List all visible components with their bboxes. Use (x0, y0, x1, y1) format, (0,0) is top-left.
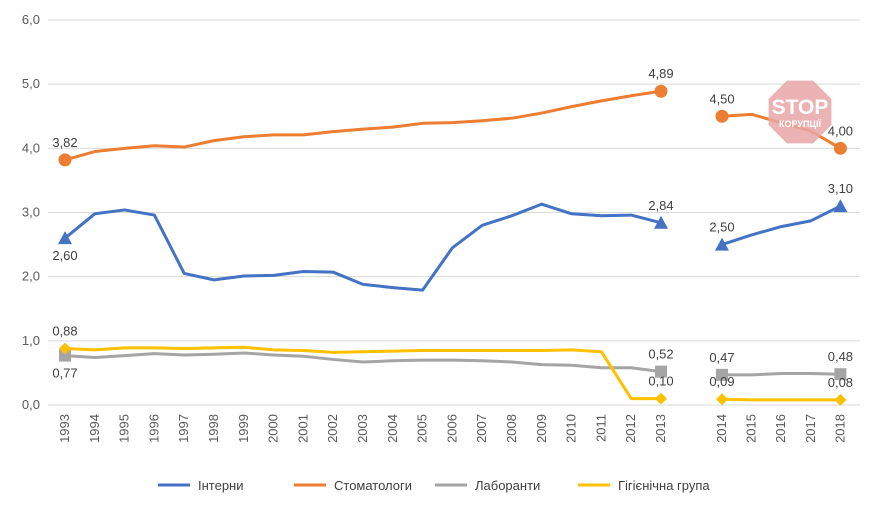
x-tick-label: 2014 (714, 414, 729, 443)
watermark-subtext: КОРУПЦІЇ (779, 119, 822, 129)
series-marker (833, 199, 848, 213)
series-2 (59, 349, 847, 381)
watermark-octagon (768, 80, 832, 144)
legend: Інтерни Стоматологи Лаборанти Гігієнічна гр… (158, 478, 710, 493)
data-label: 0,52 (648, 347, 673, 362)
x-tick-label: 1998 (206, 414, 221, 443)
x-tick-label: 2011 (593, 414, 608, 442)
series-marker (58, 231, 72, 245)
x-tick-label: 2001 (295, 414, 310, 443)
legend-item: Стоматологи (294, 478, 412, 493)
legend-label: Гігієнічна група (618, 478, 710, 493)
y-tick-label: 0,0 (22, 397, 40, 412)
x-tick-label: 2013 (653, 414, 668, 443)
series-line (720, 204, 842, 247)
series-group (58, 84, 848, 406)
x-tick-label: 2015 (744, 414, 759, 443)
series-marker (59, 349, 71, 362)
series-marker (59, 342, 71, 355)
x-tick-label: 1997 (176, 414, 191, 443)
legend-label: Інтерни (198, 478, 244, 493)
x-tick-label: 1995 (117, 414, 132, 443)
data-label: 2,84 (648, 198, 673, 213)
data-label: 0,08 (828, 375, 853, 390)
x-tick-label: 1993 (57, 414, 72, 443)
data-labels: 2,60 2,84 2,50 3,10 3,82 4,89 4,50 4,00 0,77 0,52… (52, 66, 853, 390)
series-marker (655, 365, 667, 378)
series-line (63, 89, 663, 162)
legend-label: Стоматологи (334, 478, 412, 493)
legend-item: Лаборанти (435, 478, 540, 493)
data-label: 0,77 (52, 366, 77, 381)
x-tick-label: 2017 (803, 414, 818, 443)
series-3 (59, 342, 847, 406)
series-line (720, 397, 842, 402)
x-tick-label: 1994 (87, 414, 102, 443)
data-label: 2,60 (52, 248, 77, 263)
x-tick-label: 2006 (444, 414, 459, 443)
watermark-text: STOP (772, 96, 829, 119)
legend-label: Лаборанти (475, 478, 540, 493)
data-label: 0,09 (709, 374, 734, 389)
x-tick-label: 2008 (504, 414, 519, 443)
x-axis-ticks: 1993 1994 1995 1996 1997 1998 1999 2000 2001 2002… (57, 414, 847, 443)
data-label: 3,10 (828, 181, 853, 196)
data-label: 2,50 (709, 220, 734, 235)
x-tick-label: 2004 (385, 414, 400, 443)
y-tick-label: 1,0 (22, 333, 40, 348)
x-tick-label: 2005 (415, 414, 430, 443)
x-tick-label: 2007 (474, 414, 489, 443)
x-tick-label: 1996 (146, 414, 161, 443)
series-marker (58, 153, 72, 167)
series-marker (834, 393, 847, 406)
y-axis-ticks: 0,0 1,0 2,0 3,0 4,0 5,0 6,0 (22, 12, 40, 412)
data-label: 0,47 (709, 350, 734, 365)
data-label: 0,88 (52, 324, 77, 339)
data-label: 4,50 (709, 91, 734, 106)
series-marker (654, 84, 668, 98)
series-line (63, 351, 663, 374)
series-marker (716, 393, 728, 406)
series-marker (716, 368, 728, 381)
series-line (63, 202, 663, 292)
data-label: 4,00 (828, 123, 853, 138)
x-tick-label: 2000 (266, 414, 281, 443)
x-tick-label: 2016 (773, 414, 788, 443)
series-1 (58, 84, 847, 167)
y-tick-label: 3,0 (22, 205, 40, 220)
series-marker (834, 368, 847, 381)
x-tick-label: 2009 (534, 414, 549, 443)
legend-item: Гігієнічна група (578, 478, 710, 493)
data-label: 0,48 (828, 349, 853, 364)
x-tick-label: 1999 (236, 414, 251, 443)
y-tick-label: 6,0 (22, 12, 40, 27)
x-tick-label: 2002 (325, 414, 340, 443)
x-tick-label: 2003 (355, 414, 370, 443)
data-label: 3,82 (52, 135, 77, 150)
series-marker (833, 141, 847, 155)
x-tick-label: 2012 (623, 414, 638, 443)
series-marker (715, 109, 729, 123)
x-tick-label: 2010 (564, 414, 579, 443)
series-line (63, 345, 663, 401)
y-tick-label: 2,0 (22, 269, 40, 284)
series-line (720, 372, 842, 377)
data-label: 4,89 (648, 66, 673, 81)
data-label: 0,10 (648, 374, 673, 389)
series-0 (58, 199, 848, 292)
legend-item: Інтерни (158, 478, 244, 493)
x-tick-label: 2018 (832, 414, 847, 443)
series-marker (654, 215, 668, 229)
series-marker (655, 392, 667, 405)
y-tick-label: 4,0 (22, 140, 40, 155)
series-marker (715, 237, 729, 251)
y-tick-label: 5,0 (22, 76, 40, 91)
